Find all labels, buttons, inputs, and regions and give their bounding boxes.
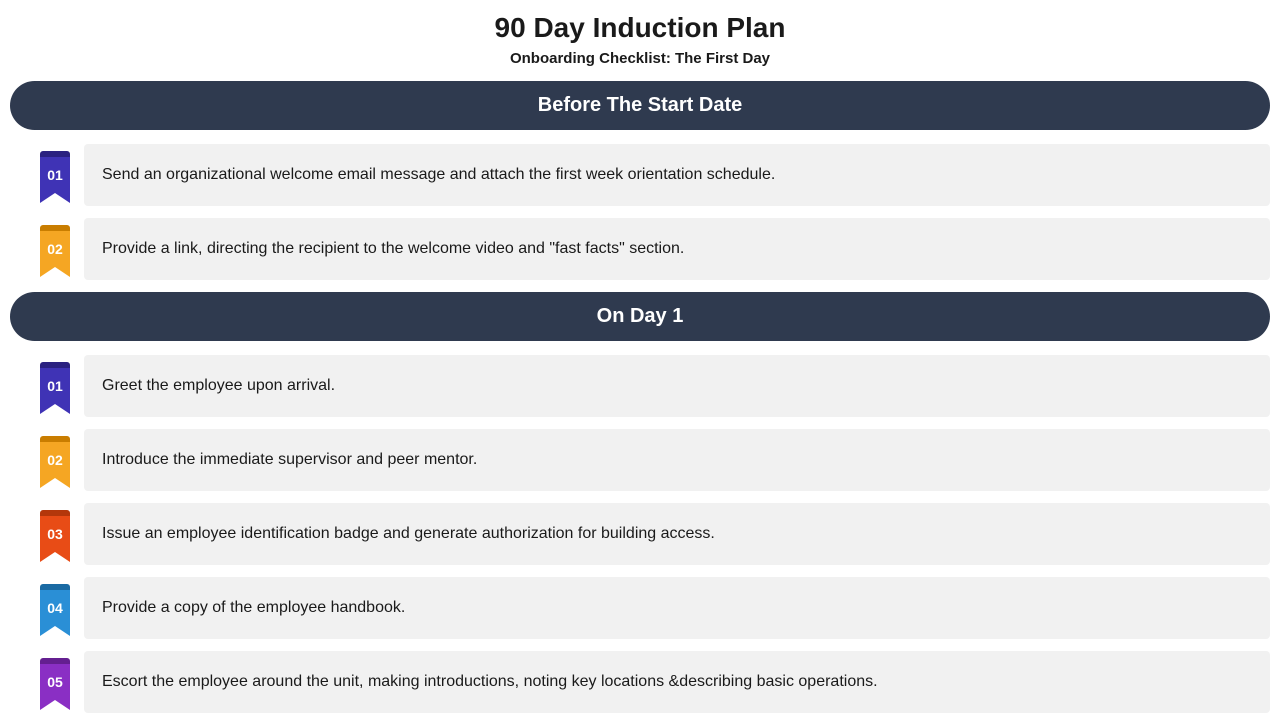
checklist-item-text: Introduce the immediate supervisor and p…	[84, 429, 1270, 491]
ribbon-number: 01	[40, 368, 70, 404]
ribbon: 04	[40, 590, 88, 626]
checklist-item-text: Issue an employee identification badge a…	[84, 503, 1270, 565]
ribbon-number: 02	[40, 231, 70, 267]
checklist-item: 01 Greet the employee upon arrival.	[40, 355, 1270, 417]
ribbon-number: 02	[40, 442, 70, 478]
page-subtitle: Onboarding Checklist: The First Day	[10, 50, 1270, 67]
ribbon: 05	[40, 664, 88, 700]
section-header: On Day 1	[10, 292, 1270, 341]
checklist-item: 04 Provide a copy of the employee handboo…	[40, 577, 1270, 639]
checklist-item-text: Provide a link, directing the recipient …	[84, 218, 1270, 280]
ribbon: 03	[40, 516, 88, 552]
section-header: Before The Start Date	[10, 81, 1270, 130]
ribbon-number: 01	[40, 157, 70, 193]
checklist-item-text: Provide a copy of the employee handbook.	[84, 577, 1270, 639]
checklist-item-text: Escort the employee around the unit, mak…	[84, 651, 1270, 713]
checklist-item: 02 Introduce the immediate supervisor and…	[40, 429, 1270, 491]
checklist-item: 03 Issue an employee identification badge…	[40, 503, 1270, 565]
ribbon-number: 03	[40, 516, 70, 552]
checklist-item: 01 Send an organizational welcome email m…	[40, 144, 1270, 206]
ribbon-number: 04	[40, 590, 70, 626]
checklist-item: 05 Escort the employee around the unit, m…	[40, 651, 1270, 713]
sections-container: Before The Start Date 01 Send an organizat…	[10, 81, 1270, 713]
ribbon: 02	[40, 442, 88, 478]
checklist-item-text: Send an organizational welcome email mes…	[84, 144, 1270, 206]
checklist-item-text: Greet the employee upon arrival.	[84, 355, 1270, 417]
ribbon: 02	[40, 231, 88, 267]
page-title: 90 Day Induction Plan	[10, 12, 1270, 44]
ribbon-number: 05	[40, 664, 70, 700]
ribbon: 01	[40, 157, 88, 193]
checklist-item: 02 Provide a link, directing the recipien…	[40, 218, 1270, 280]
ribbon: 01	[40, 368, 88, 404]
